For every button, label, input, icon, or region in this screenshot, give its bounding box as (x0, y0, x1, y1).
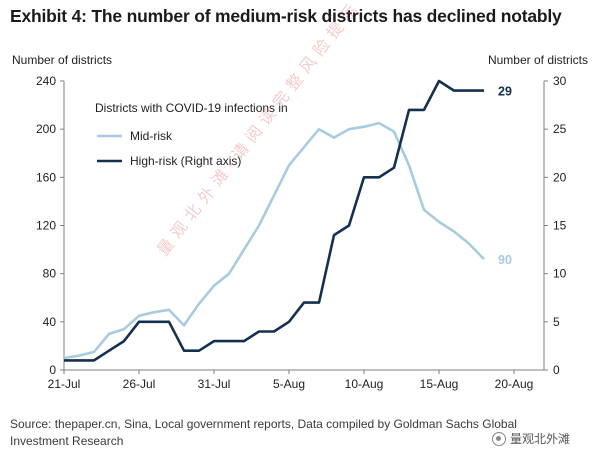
x-tick-label: 10-Aug (345, 377, 384, 391)
right-tick-label: 5 (553, 315, 560, 329)
right-tick-label: 0 (553, 363, 560, 377)
legend: Districts with COVID-19 infections in Mid… (95, 101, 288, 168)
source-note: Source: thepaper.cn, Sina, Local governm… (10, 417, 517, 448)
x-tick-label: 15-Aug (420, 377, 459, 391)
mid-risk-end-label: 90 (498, 253, 512, 267)
legend-label-mid-risk: Mid-risk (130, 129, 173, 143)
legend-title: Districts with COVID-19 infections in (95, 101, 288, 115)
chart-title: Exhibit 4: The number of medium-risk dis… (10, 6, 562, 26)
x-tick-label: 31-Jul (198, 377, 231, 391)
right-tick-label: 30 (553, 74, 567, 88)
right-axis-title: Number of districts (488, 53, 588, 67)
x-tick-label: 5-Aug (273, 377, 305, 391)
series-lines: 90 29 (63, 79, 512, 362)
right-tick-label: 10 (553, 267, 567, 281)
right-tick-label: 20 (553, 170, 567, 184)
wechat-icon (492, 431, 506, 446)
high-risk-end-label: 29 (498, 85, 512, 99)
left-tick-label: 200 (36, 122, 56, 136)
account-badge[interactable]: 量观北外滩 (492, 430, 570, 447)
left-tick-label: 160 (36, 170, 56, 184)
account-name: 量观北外滩 (510, 432, 571, 446)
legend-label-high-risk: High-risk (Right axis) (130, 154, 241, 168)
axes: Number of districts Number of districts 0 4… (12, 53, 588, 391)
left-tick-label: 40 (43, 315, 57, 329)
mid-risk-line (63, 121, 485, 360)
right-tick-label: 25 (553, 122, 567, 136)
left-axis-title: Number of districts (12, 53, 112, 67)
high-risk-line (64, 79, 484, 362)
right-tick-label: 15 (553, 219, 567, 233)
left-tick-label: 0 (49, 363, 56, 377)
x-tick-label: 20-Aug (495, 377, 534, 391)
left-tick-label: 80 (43, 267, 57, 281)
x-tick-label: 26-Jul (123, 377, 156, 391)
left-tick-label: 240 (36, 74, 56, 88)
x-tick-label: 21-Jul (48, 377, 81, 391)
left-tick-label: 120 (36, 219, 56, 233)
